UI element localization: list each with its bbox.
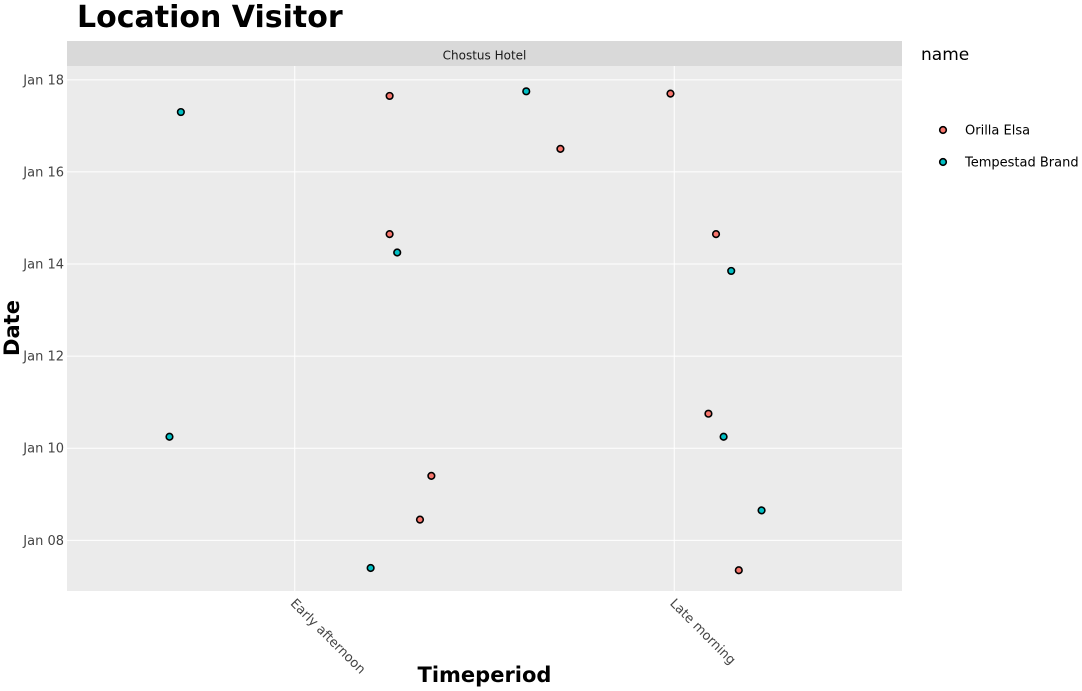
x-axis-title: Timeperiod (418, 663, 552, 687)
data-point (415, 515, 425, 524)
plot-panel (67, 66, 902, 591)
data-point (385, 91, 394, 101)
data-point (711, 229, 721, 239)
legend-label: Tempestad Brand (964, 156, 1079, 171)
y-tick-label: Jan 12 (22, 350, 64, 365)
data-point (427, 471, 436, 480)
legend-label: Orilla Elsa (965, 124, 1030, 139)
legend-key (938, 157, 948, 167)
y-tick-label: Jan 08 (22, 534, 64, 549)
facet-strip-label: Chostus Hotel (443, 49, 527, 63)
gridlines (67, 66, 902, 591)
data-point (165, 432, 174, 441)
data-point (719, 432, 728, 441)
data-point (704, 409, 713, 418)
y-axis-ticks: Jan 08 Jan 10 Jan 12 Jan 14 Jan 16 Jan 18 (22, 73, 64, 549)
data-point (666, 89, 675, 98)
legend-title: name (921, 45, 969, 65)
y-tick-label: Jan 18 (22, 73, 64, 88)
legend: name Orilla Elsa Tempestad Brand (921, 45, 1079, 171)
data-point (385, 229, 394, 239)
data-point (556, 144, 565, 153)
data-point (522, 87, 531, 96)
data-point (366, 563, 375, 573)
data-point (176, 107, 185, 117)
x-tick-label: Late morning (666, 596, 738, 668)
y-tick-label: Jan 16 (22, 165, 64, 180)
y-tick-label: Jan 14 (22, 258, 64, 273)
legend-key (938, 125, 948, 135)
data-point (757, 506, 766, 515)
data-point (393, 248, 402, 257)
data-point (727, 266, 736, 276)
x-tick-label: Early afternoon (287, 596, 368, 677)
data-point (734, 566, 743, 575)
y-tick-label: Jan 10 (22, 442, 64, 457)
data-points (165, 87, 766, 575)
y-axis-title: Date (0, 300, 24, 356)
chart-title: Location Visitor (77, 0, 343, 35)
facet-strip (67, 41, 902, 66)
